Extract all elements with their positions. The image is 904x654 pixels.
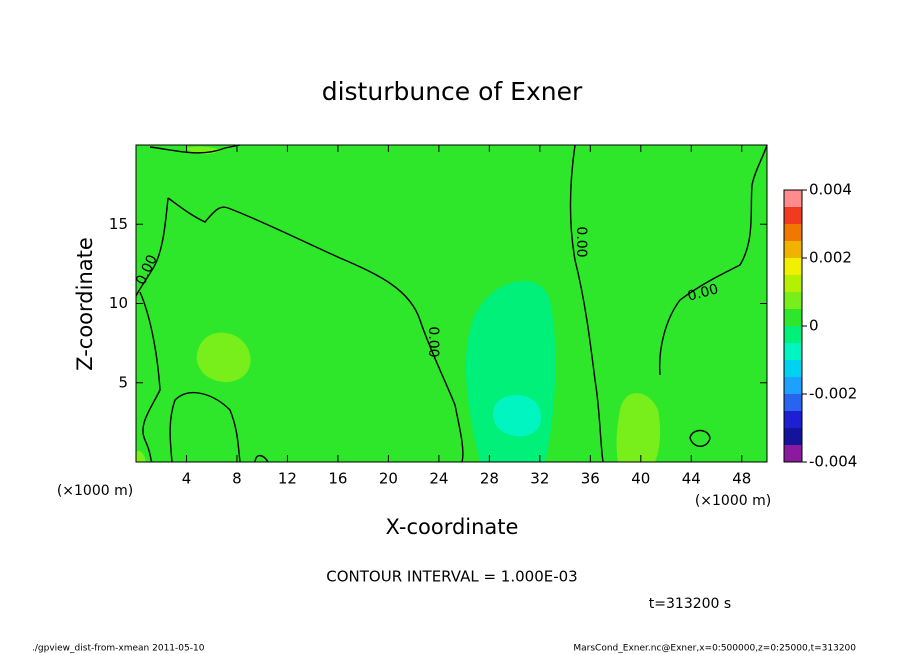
colorbar-band [784,275,802,292]
y-axis-title: Z-coordinate [73,237,97,371]
x-tick-label: 24 [429,470,448,488]
contour-labels: 0.00 0.00 0.00 0.00 [133,226,720,357]
contour-line [135,197,169,297]
colorbar-tick-label: 0.004 [809,181,852,199]
annotation: t=313200 s [649,596,731,612]
colorbar-band [784,309,802,326]
contour-line [149,144,241,154]
contour-line [139,291,161,463]
footer: ./gpview_dist-from-xmean 2011-05-10 [32,644,205,654]
field-region [616,393,661,462]
field-band [136,145,767,462]
contour-line [689,429,711,447]
contour-line [167,197,464,463]
contour-label: 0.00 [425,326,441,357]
contour-line [169,391,241,463]
x-tick-label: 12 [278,470,297,488]
x-tick-label: 28 [480,470,499,488]
contour-line [658,144,768,376]
y-unit: (×1000 m) [57,483,133,499]
y-tick-label: 15 [109,215,128,233]
colorbar-tick-label: 0 [809,317,819,335]
field-region [493,394,541,437]
x-tick-label: 16 [328,470,347,488]
x-tick-label: 8 [232,470,242,488]
y-tick-label: 5 [118,373,128,391]
colorbar-band [784,411,802,428]
colorbar-band [784,445,802,462]
annotation: CONTOUR INTERVAL = 1.000E-03 [326,568,577,586]
x-tick-label: 44 [682,470,701,488]
colorbar-band [784,360,802,377]
colorbar-band [784,190,802,207]
contour-label: 0.00 [686,281,720,305]
colorbar-tick-label: -0.002 [809,385,857,403]
footer: MarsCond_Exner.nc@Exner,x=0:500000,z=0:2… [573,644,856,654]
plot-area [136,145,767,462]
x-tick-label: 4 [182,470,192,488]
x-tick-label: 32 [530,470,549,488]
contour-label: 0.00 [573,226,589,257]
colorbar-band [784,292,802,309]
colorbar-band [784,258,802,275]
field-region [136,450,146,462]
contour-lines [135,144,768,463]
colorbar-band [784,377,802,394]
x-tick-label: 36 [581,470,600,488]
colorbar-band [784,428,802,445]
colorbar-band [784,326,802,343]
colorbar-band [784,343,802,360]
x-tick-label: 40 [631,470,650,488]
colorbar-band [784,241,802,258]
x-axis-title: X-coordinate [386,515,519,539]
x-tick-label: 48 [732,470,751,488]
colorbar-band [784,207,802,224]
y-tick-label: 10 [109,294,128,312]
colorbar-band [784,394,802,411]
contour-line [254,454,269,463]
field-region [196,332,251,383]
contour-line [569,144,604,463]
x-unit: (×1000 m) [695,493,771,509]
colorbar-tick-label: 0.002 [809,249,852,267]
colorbar-band [784,224,802,241]
chart-title: disturbunce of Exner [322,77,583,106]
colorbar-tick-label: -0.004 [809,453,857,471]
x-tick-label: 20 [379,470,398,488]
